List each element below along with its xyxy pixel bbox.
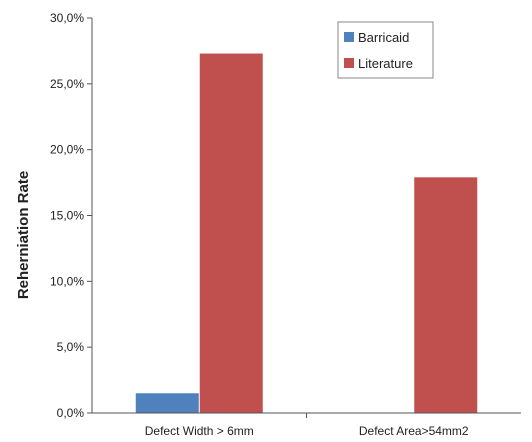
x-category-label: Defect Area>54mm2 bbox=[359, 424, 469, 438]
y-tick-label: 20,0% bbox=[50, 143, 84, 157]
y-ticks-group: 0,0% 5,0% 10,0% 15,0% 20,0% 25,0% 30,0% bbox=[50, 11, 92, 420]
bars-group bbox=[135, 53, 478, 414]
legend: Barricaid Literature bbox=[337, 21, 434, 79]
y-tick-label: 25,0% bbox=[50, 77, 84, 91]
bar-barricaid-1 bbox=[135, 393, 199, 413]
legend-label-barricaid: Barricaid bbox=[358, 30, 409, 45]
y-tick-label: 15,0% bbox=[50, 209, 84, 223]
y-tick-label: 30,0% bbox=[50, 11, 84, 25]
legend-box bbox=[337, 21, 434, 79]
legend-label-literature: Literature bbox=[358, 56, 413, 71]
bar-literature-2 bbox=[414, 177, 478, 413]
bar-literature-1 bbox=[199, 53, 263, 414]
y-tick-label: 5,0% bbox=[57, 340, 85, 354]
y-tick-label: 0,0% bbox=[57, 406, 85, 420]
x-ticks-group: Defect Width > 6mm Defect Area>54mm2 bbox=[145, 413, 469, 438]
legend-swatch-barricaid bbox=[344, 32, 354, 42]
legend-swatch-literature bbox=[344, 58, 354, 68]
y-axis-title: Reherniation Rate bbox=[15, 171, 32, 299]
y-tick-label: 10,0% bbox=[50, 274, 84, 288]
x-category-label: Defect Width > 6mm bbox=[145, 424, 254, 438]
